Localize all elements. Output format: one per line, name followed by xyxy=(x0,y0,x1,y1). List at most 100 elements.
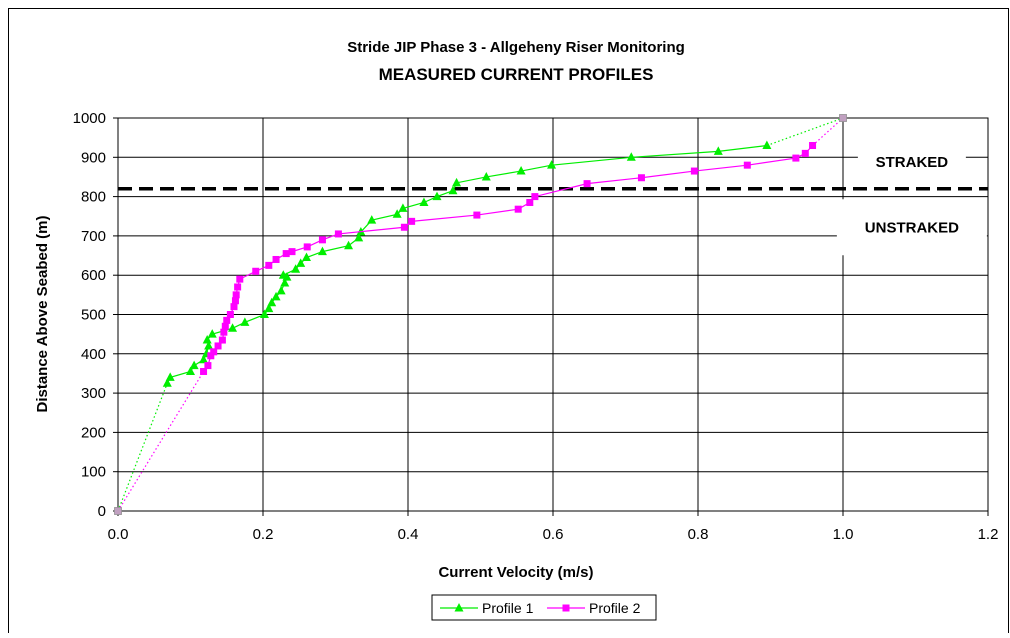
data-point xyxy=(278,270,288,279)
data-point xyxy=(303,243,311,251)
data-point xyxy=(199,354,209,364)
data-point xyxy=(252,267,260,275)
series-group xyxy=(114,114,847,515)
unstraked-label-bg xyxy=(836,199,987,256)
y-tick-label: 800 xyxy=(81,189,106,206)
x-tick-label: 0.6 xyxy=(543,526,564,543)
data-point xyxy=(220,328,228,336)
data-point xyxy=(259,309,269,318)
legend-marker-profile-2 xyxy=(562,604,570,612)
data-point xyxy=(334,230,342,238)
data-point xyxy=(221,322,229,330)
data-point xyxy=(801,149,809,157)
data-point xyxy=(186,366,195,375)
straked-label-bg xyxy=(857,149,966,176)
data-point xyxy=(354,232,364,242)
x-tick-label: 0.4 xyxy=(398,526,419,543)
data-point xyxy=(547,160,557,169)
data-point xyxy=(228,323,238,332)
data-point xyxy=(839,114,847,122)
grid-lines xyxy=(113,117,989,516)
data-point xyxy=(743,161,751,169)
x-tick-label: 0.8 xyxy=(688,526,709,543)
chart-title: Stride JIP Phase 3 - Allgeheny Riser Mon… xyxy=(347,39,685,56)
data-point xyxy=(398,203,408,212)
y-tick-label: 600 xyxy=(81,267,106,284)
legend-label-profile-2: Profile 2 xyxy=(589,600,641,616)
data-point xyxy=(226,311,234,318)
data-point xyxy=(214,342,222,350)
data-point xyxy=(516,166,526,175)
x-tick-label: 0.0 xyxy=(108,526,129,543)
data-point xyxy=(296,258,306,267)
series-extrapolation-1 xyxy=(117,383,168,512)
y-tick-label: 1000 xyxy=(73,110,106,127)
data-point xyxy=(448,185,458,195)
data-point xyxy=(230,303,238,311)
data-point xyxy=(265,261,273,269)
x-axis-label: Current Velocity (m/s) xyxy=(438,564,593,581)
y-tick-labels: 0 100 200 300 400 500 600 700 800 900 1000 xyxy=(73,110,106,520)
data-point xyxy=(267,297,277,307)
data-point xyxy=(204,362,212,370)
data-point xyxy=(207,329,217,338)
data-point xyxy=(367,215,377,224)
data-point xyxy=(400,223,408,231)
series-extrapolation-2 xyxy=(117,371,205,512)
data-point xyxy=(713,146,723,155)
data-point xyxy=(223,316,231,324)
data-point xyxy=(280,278,290,287)
data-point xyxy=(419,197,429,206)
data-point xyxy=(473,211,481,219)
data-point xyxy=(234,283,242,291)
data-point xyxy=(637,174,645,182)
straked-label: STRAKED xyxy=(876,154,949,171)
data-point xyxy=(432,191,442,201)
data-point xyxy=(231,297,239,305)
data-point xyxy=(288,248,296,256)
y-tick-label: 300 xyxy=(81,385,106,402)
data-point xyxy=(264,303,274,313)
y-tick-label: 200 xyxy=(81,424,106,441)
data-point xyxy=(282,250,290,258)
data-point xyxy=(481,171,491,181)
unstraked-label: UNSTRAKED xyxy=(865,219,959,236)
data-point xyxy=(272,255,280,263)
data-point xyxy=(302,252,311,262)
data-point xyxy=(200,367,208,375)
data-point xyxy=(317,246,327,256)
data-point xyxy=(291,264,301,273)
data-point xyxy=(236,275,244,283)
data-point xyxy=(392,209,402,218)
data-point xyxy=(165,372,175,381)
data-point xyxy=(514,205,522,213)
y-axis-label: Distance Above Seabed (m) xyxy=(34,215,51,412)
data-point xyxy=(344,240,354,250)
data-point xyxy=(531,193,539,201)
data-point xyxy=(792,154,800,162)
y-tick-label: 400 xyxy=(81,346,106,363)
x-tick-label: 1.2 xyxy=(978,526,999,543)
series-extrapolation-1 xyxy=(766,117,844,147)
data-point xyxy=(114,507,122,515)
data-point xyxy=(276,285,286,295)
y-tick-label: 700 xyxy=(81,228,106,245)
y-tick-label: 900 xyxy=(81,149,106,166)
x-tick-label: 0.2 xyxy=(253,526,274,543)
data-point xyxy=(210,348,218,356)
legend-label-profile-1: Profile 1 xyxy=(482,600,534,616)
data-point xyxy=(762,140,772,150)
data-point xyxy=(318,236,326,244)
y-tick-label: 0 xyxy=(98,503,106,520)
data-point xyxy=(207,352,215,360)
data-point xyxy=(232,291,240,299)
data-point xyxy=(452,177,462,187)
x-tick-label: 1.0 xyxy=(833,526,854,543)
data-point xyxy=(240,317,250,326)
data-point xyxy=(271,291,281,301)
data-point xyxy=(202,335,212,344)
data-point xyxy=(189,360,199,370)
legend: Profile 1 Profile 2 xyxy=(431,594,657,621)
